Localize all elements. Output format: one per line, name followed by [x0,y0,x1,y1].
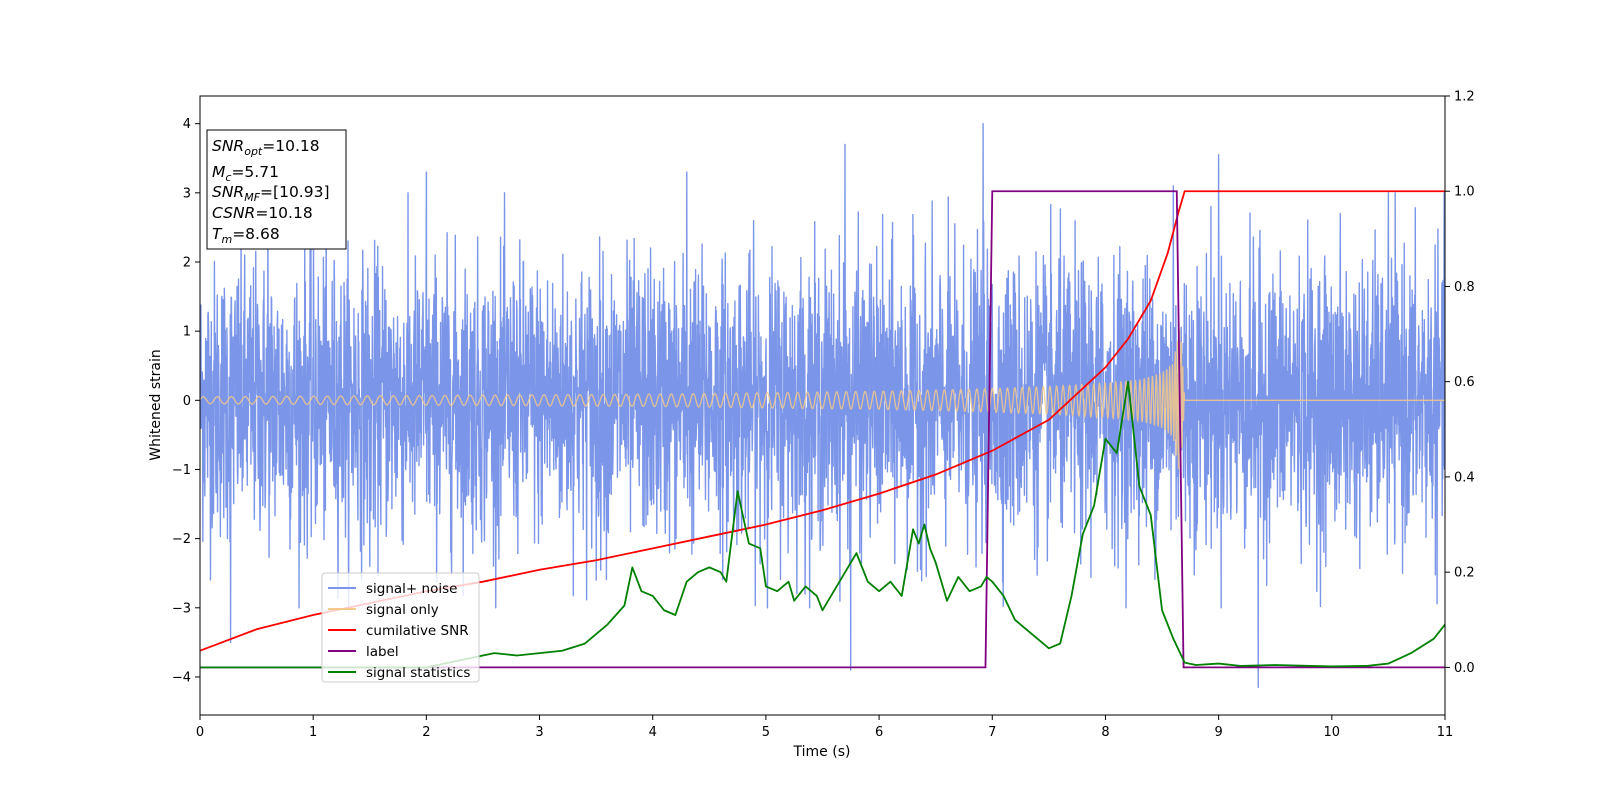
y-tick-label: 1 [183,325,191,340]
info-box-value: =[10.93] [260,183,329,201]
x-tick-label: 6 [875,725,883,740]
info-box-value: =5.71 [231,163,279,181]
legend-label: signal+ noise [366,581,457,597]
series-signal-noise-line [200,122,1445,689]
info-box-symbol: M [212,163,225,181]
x-tick-label: 3 [535,725,543,740]
y-tick-label: 3 [183,186,191,201]
info-box-subscript: opt [244,145,263,158]
info-box-line: CSNR=10.18 [212,204,313,222]
legend-frame [321,572,480,683]
x-axis-label: Time (s) [793,744,851,760]
y2-tick-label: 0.6 [1454,375,1475,390]
info-box-line: Tm=8.68 [212,225,280,246]
info-box: SNRopt=10.18Mc=5.71SNRMF=[10.93]CSNR=10.… [206,129,347,250]
info-box-symbol: CSNR [212,204,255,222]
x-tick-label: 2 [422,725,430,740]
info-box-line: SNRMF=[10.93] [212,183,330,204]
info-box-subscript: MF [244,191,260,204]
y2-tick-label: 1.0 [1454,185,1475,200]
y2-tick-label: 1.2 [1454,90,1475,105]
x-tick-label: 0 [196,725,204,740]
info-box-value: =10.18 [255,204,312,222]
x-tick-label: 9 [1214,725,1222,740]
x-tick-label: 1 [309,725,317,740]
info-box-symbol: SNR [212,137,244,155]
legend-label: cumilative SNR [366,623,469,639]
series-signal-statistics-line [200,380,1445,669]
x-tick-label: 4 [649,725,657,740]
x-tick-label: 8 [1101,725,1109,740]
axes-frame [199,95,1446,716]
info-box-line: SNRopt=10.18 [212,137,320,158]
info-box-line: Mc=5.71 [212,163,279,184]
x-tick-label: 5 [762,725,770,740]
legend-label: signal only [366,602,439,618]
info-box-value: =8.68 [232,225,280,243]
y2-tick-label: 0.4 [1454,470,1475,485]
x-tick-label: 10 [1324,725,1341,740]
y-axis-label: Whitened strain [148,349,164,460]
legend-label: label [366,644,399,660]
y-tick-label: 2 [183,255,191,270]
y-tick-label: −2 [172,532,191,547]
info-box-subscript: c [225,171,231,184]
series-label-line [200,190,1445,669]
x-tick-label: 11 [1437,725,1454,740]
info-box-symbol: T [212,225,223,243]
y2-tick-label: 0.8 [1454,280,1475,295]
info-box-symbol: SNR [212,183,244,201]
y-tick-label: −4 [172,670,191,685]
y-tick-label: −3 [172,601,191,616]
axes: 0 1 2 3 4 5 6 7 8 9 10 1143210−1−2−3−41.21.00.80.60… [172,90,1475,741]
legend-label: signal statistics [366,665,470,681]
y2-tick-label: 0.0 [1454,661,1475,676]
info-box-value: =10.18 [262,137,319,155]
info-box-subscript: m [221,233,232,246]
info-box-frame [206,129,347,250]
y-tick-label: 4 [183,117,191,132]
legend: signal+ noise signal only cumilative SNR la… [321,572,480,683]
x-tick-label: 7 [988,725,996,740]
y-tick-label: −1 [172,463,191,478]
y-tick-label: 0 [183,394,191,409]
series-signal-only-line [200,328,1445,475]
y2-tick-label: 0.2 [1454,566,1475,581]
